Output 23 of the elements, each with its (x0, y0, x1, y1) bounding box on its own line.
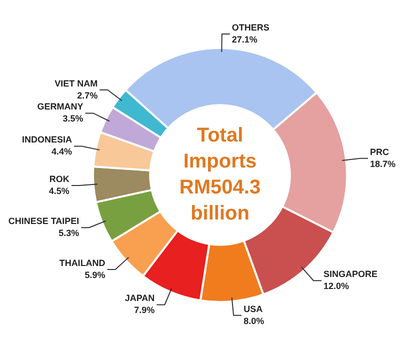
data-label: 5.9% (84, 270, 106, 280)
data-label: 5.3% (58, 228, 80, 238)
data-label: 4.5% (48, 186, 70, 196)
slice-label: VIET NAM (54, 78, 98, 88)
slice-label: CHINESE TAIPEI (8, 216, 80, 226)
data-label: 2.7% (77, 90, 98, 100)
slice-label: USA (244, 304, 264, 314)
data-label: 18.7% (370, 158, 396, 169)
text: Total Imports RM504.3 billion (179, 124, 261, 225)
slice-label: THAILAND (59, 258, 106, 268)
data-label: 3.5% (62, 114, 84, 124)
data-label: 7.9% (134, 305, 155, 316)
data-label: 12.0% (323, 281, 349, 292)
data-label: 4.4% (51, 146, 72, 157)
slice-label: PRC (370, 146, 390, 157)
data-label: 27.1% (232, 34, 258, 44)
slice-label: ROK (49, 174, 70, 184)
slice-label: GERMANY (37, 102, 84, 112)
slice-label: JAPAN (124, 293, 155, 304)
slice-label: INDONESIA (22, 134, 72, 145)
slice-label: OTHERS (232, 22, 270, 32)
data-label: 8.0% (244, 316, 264, 326)
slice-label: SINGAPORE (323, 269, 378, 280)
